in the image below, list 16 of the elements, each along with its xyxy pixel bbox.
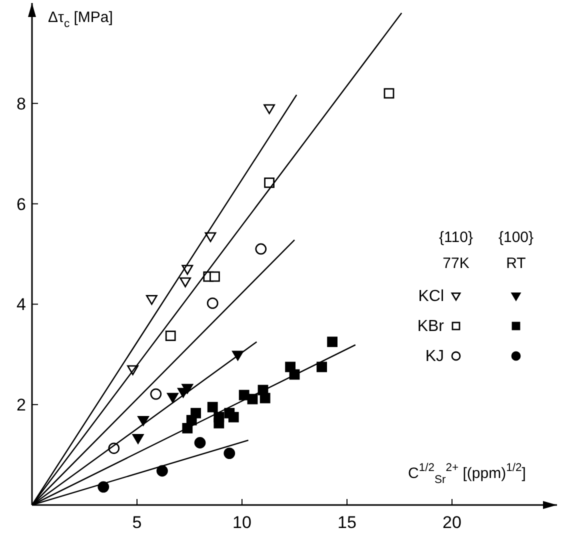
legend-label: KJ bbox=[425, 348, 444, 365]
y-tick-label: 6 bbox=[16, 194, 26, 214]
x-tick-label: 15 bbox=[338, 513, 356, 532]
x-tick-label: 10 bbox=[232, 513, 252, 532]
annotation: {110} bbox=[439, 229, 473, 246]
legend-label: KBr bbox=[417, 318, 445, 335]
y-axis-title: Δτ$_{c}$ [MPa] bbox=[48, 9, 113, 30]
annotation: {100} bbox=[498, 229, 534, 246]
x-tick-label: 5 bbox=[132, 513, 142, 532]
annotation: 77K bbox=[442, 255, 470, 272]
y-tick-label: 2 bbox=[16, 396, 26, 415]
y-tick-label: 8 bbox=[16, 94, 26, 114]
annotation: RT bbox=[506, 255, 526, 272]
x-tick-label: 20 bbox=[442, 513, 462, 532]
legend-label: KCl bbox=[418, 288, 444, 305]
y-tick-label: 4 bbox=[16, 295, 26, 314]
